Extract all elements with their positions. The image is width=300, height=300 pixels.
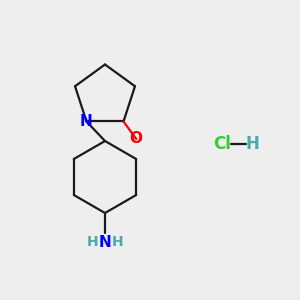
Text: N: N xyxy=(80,114,93,129)
Text: Cl: Cl xyxy=(213,135,231,153)
Text: N: N xyxy=(99,235,111,250)
Text: H: H xyxy=(245,135,259,153)
Text: O: O xyxy=(130,131,143,146)
Text: H: H xyxy=(87,235,98,249)
Text: H: H xyxy=(112,235,123,249)
